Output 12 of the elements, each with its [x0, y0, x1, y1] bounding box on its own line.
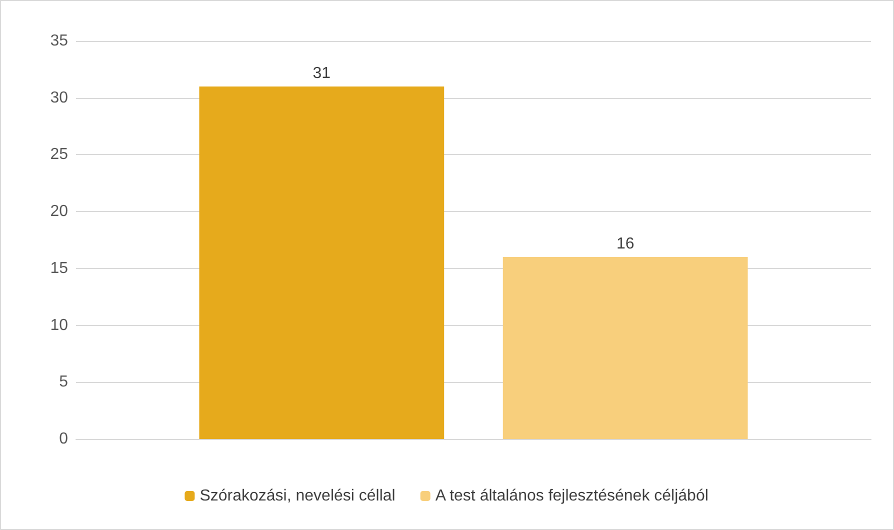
legend-label: A test általános fejlesztésének céljából [435, 488, 708, 504]
legend-label: Szórakozási, nevelési céllal [200, 488, 396, 504]
data-label: 16 [616, 236, 634, 253]
y-tick-label: 30 [50, 89, 68, 106]
y-tick-label: 0 [59, 430, 68, 448]
y-tick-label: 10 [50, 316, 68, 334]
y-tick-label: 35 [50, 32, 68, 50]
y-tick-label: 20 [50, 203, 68, 220]
y-tick-label: 5 [59, 374, 68, 391]
data-label: 31 [312, 64, 331, 82]
y-tick-label: 15 [50, 260, 68, 277]
y-tick-label: 25 [50, 146, 68, 164]
